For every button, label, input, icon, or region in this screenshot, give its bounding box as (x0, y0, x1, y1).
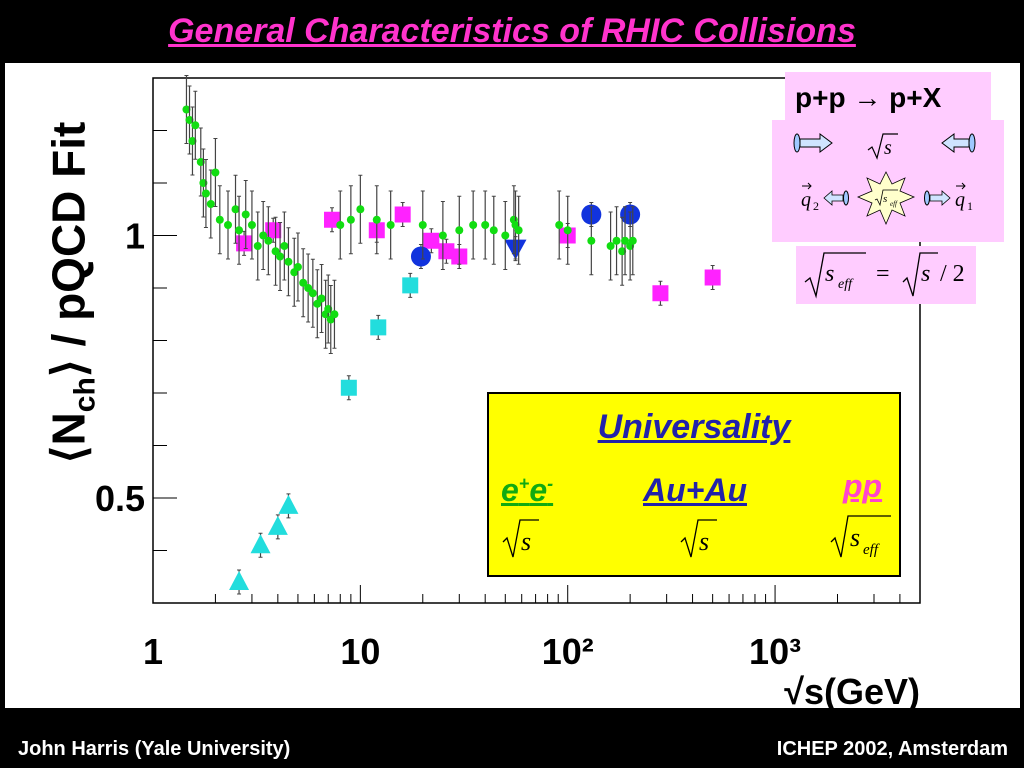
data-point-triangle-up (278, 494, 299, 514)
data-point-dot (612, 236, 621, 245)
data-point-dot (284, 257, 293, 266)
data-point-dot (247, 221, 256, 229)
data-point-triangle-up (250, 534, 271, 554)
universality-formulas: s s s eff (502, 515, 891, 558)
data-point-dot (215, 215, 224, 224)
data-point-square (324, 211, 341, 228)
data-point-dot (185, 116, 194, 124)
data-point-dot (555, 221, 564, 229)
data-point-dot (293, 263, 302, 271)
data-point-dot (336, 221, 345, 229)
data-point-square (340, 379, 357, 396)
auau-label: Au+Au (643, 472, 747, 508)
data-point-square (402, 277, 419, 294)
data-point-dot (418, 221, 427, 229)
footer-conference: ICHEP 2002, Amsterdam (776, 738, 1008, 760)
data-point-dot (455, 226, 464, 235)
x-tick-label: 10² (542, 631, 594, 672)
ee-sqrt-s: s (521, 527, 531, 556)
data-point-dot (308, 289, 317, 298)
process-label: p+p → p+X (795, 82, 942, 113)
x-axis-label: √s(GeV) (784, 671, 920, 712)
data-point-dot (606, 242, 615, 250)
y-tick-label: 0.5 (95, 478, 145, 519)
data-point-circle (410, 246, 431, 267)
y-axis-label-main: ⟨N (42, 412, 95, 464)
data-point-triangle-up (229, 571, 250, 590)
data-point-dot (231, 205, 240, 214)
data-point-dot (182, 105, 191, 114)
data-point-dot (621, 236, 630, 245)
data-point-dot (346, 215, 355, 224)
pp-eff-sub: eff (863, 542, 880, 558)
data-point-dot (280, 242, 289, 250)
slide-title: General Characteristics of RHIC Collisio… (168, 12, 856, 50)
y-axis-label-rest: ⟩ / pQCD Fit (42, 121, 95, 378)
data-point-dot (372, 215, 381, 224)
universality-box: Universality e+e- Au+Au pp s s s eff (487, 392, 901, 577)
data-point-dot (264, 236, 273, 245)
pp-sqrt-s: s (850, 523, 860, 552)
data-point-triangle-up (267, 515, 288, 535)
y-tick-label: 1 (125, 216, 145, 257)
universality-title: Universality (597, 408, 791, 446)
data-point-dot (253, 242, 262, 250)
data-point-square (652, 285, 669, 302)
data-point-square (236, 235, 253, 252)
data-point-dot (469, 221, 478, 229)
data-point-dot (299, 278, 308, 287)
data-point-dot (386, 221, 395, 229)
data-point-dot (206, 200, 215, 208)
ee-label: e+e- (501, 472, 554, 508)
equation-box (796, 246, 976, 304)
data-point-dot (489, 226, 498, 235)
pp-label: pp (843, 468, 883, 504)
data-point-dot (211, 168, 220, 177)
x-tick-label: 1 (143, 631, 163, 672)
x-tick-label: 10 (340, 631, 380, 672)
data-point-dot (481, 221, 490, 229)
process-box (785, 72, 991, 122)
data-point-dot (304, 284, 313, 292)
diagram-box (772, 120, 1004, 242)
data-point-dot (271, 247, 280, 256)
data-point-dot (276, 252, 285, 261)
data-point-dot (501, 231, 510, 240)
data-point-dot (563, 226, 572, 235)
data-point-square (370, 319, 387, 336)
y-axis-label: ⟨Nch⟩ / pQCD Fit (42, 83, 103, 503)
data-point-dot (235, 226, 244, 235)
data-point-dot (224, 221, 233, 229)
data-point-dot (317, 294, 326, 303)
data-point-dot (241, 210, 250, 219)
auau-sqrt-s: s (699, 527, 709, 556)
data-point-dot (618, 247, 627, 256)
y-axis-label-sub: ch (68, 377, 102, 413)
data-point-dot (188, 137, 197, 145)
data-point-dot (201, 189, 210, 198)
footer-author: John Harris (Yale University) (18, 738, 291, 760)
data-point-dot (514, 226, 523, 235)
data-point-dot (438, 231, 447, 240)
data-point-square (704, 269, 721, 286)
data-point-dot (356, 205, 365, 214)
data-point-dot (628, 236, 637, 245)
data-point-square (423, 232, 440, 249)
x-tick-label: 10³ (749, 631, 801, 672)
data-point-dot (191, 121, 200, 130)
data-point-dot (196, 158, 205, 166)
data-point-dot (330, 310, 339, 319)
data-point-square (265, 222, 282, 239)
data-point-dot (587, 236, 596, 245)
data-point-square (394, 206, 411, 223)
data-point-dot (259, 231, 268, 240)
